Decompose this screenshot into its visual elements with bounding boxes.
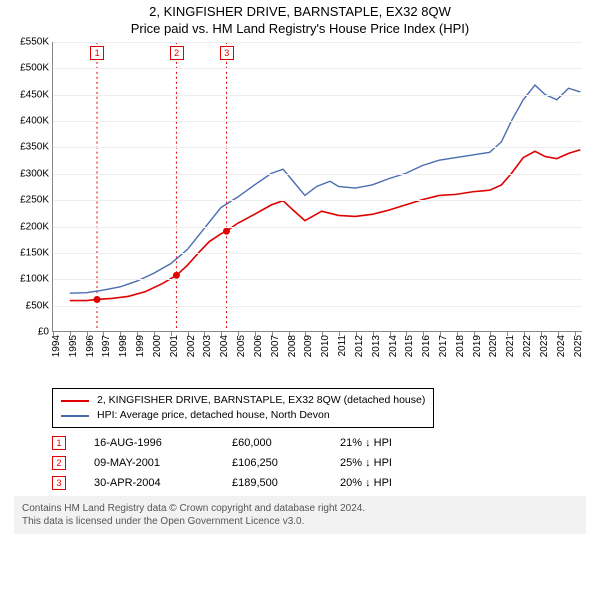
x-axis-label: 2001 (169, 335, 180, 357)
y-axis-label: £300K (20, 168, 53, 179)
x-axis-label: 2000 (152, 335, 163, 357)
footer-line: Contains HM Land Registry data © Crown c… (22, 502, 578, 515)
x-axis-label: 2016 (421, 335, 432, 357)
y-axis-label: £200K (20, 221, 53, 232)
x-axis-label: 2010 (320, 335, 331, 357)
sale-date: 30-APR-2004 (94, 477, 204, 489)
x-axis-label: 2003 (202, 335, 213, 357)
gridline (53, 200, 582, 201)
gridline (53, 306, 582, 307)
x-axis-label: 1995 (68, 335, 79, 357)
y-axis-label: £500K (20, 63, 53, 74)
legend-item-property: 2, KINGFISHER DRIVE, BARNSTAPLE, EX32 8Q… (61, 393, 425, 408)
sale-row: 2 09-MAY-2001 £106,250 25% ↓ HPI (52, 456, 590, 470)
x-axis-label: 2018 (455, 335, 466, 357)
sale-date: 16-AUG-1996 (94, 437, 204, 449)
y-axis-label: £50K (26, 300, 53, 311)
legend-swatch (61, 415, 89, 417)
x-axis-label: 2020 (488, 335, 499, 357)
legend: 2, KINGFISHER DRIVE, BARNSTAPLE, EX32 8Q… (52, 388, 434, 428)
gridline (53, 279, 582, 280)
x-axis-label: 2004 (219, 335, 230, 357)
sale-price: £60,000 (232, 437, 312, 449)
x-axis-label: 2012 (354, 335, 365, 357)
footer-line: This data is licensed under the Open Gov… (22, 515, 578, 528)
x-axis-label: 2002 (186, 335, 197, 357)
gridline (53, 253, 582, 254)
legend-item-hpi: HPI: Average price, detached house, Nort… (61, 408, 425, 423)
sale-marker-2: 2 (170, 46, 184, 60)
gridline (53, 121, 582, 122)
y-axis-label: £350K (20, 142, 53, 153)
gridline (53, 68, 582, 69)
x-axis-label: 2019 (472, 335, 483, 357)
legend-label: HPI: Average price, detached house, Nort… (97, 408, 330, 423)
x-axis-label: 2015 (404, 335, 415, 357)
x-axis-label: 2009 (303, 335, 314, 357)
legend-swatch (61, 400, 89, 402)
y-axis-label: £450K (20, 89, 53, 100)
y-axis-label: £400K (20, 116, 53, 127)
x-axis-label: 2011 (337, 335, 348, 357)
x-axis-label: 2014 (388, 335, 399, 357)
series-hpi (70, 85, 581, 293)
y-axis-label: £150K (20, 247, 53, 258)
sale-dot-2 (173, 272, 180, 279)
x-axis-label: 2021 (505, 335, 516, 357)
y-axis-label: £550K (20, 37, 53, 48)
sale-marker-1: 1 (90, 46, 104, 60)
sale-row: 1 16-AUG-1996 £60,000 21% ↓ HPI (52, 436, 590, 450)
sale-hpi-diff: 21% ↓ HPI (340, 437, 450, 449)
x-axis-label: 2023 (539, 335, 550, 357)
x-axis-label: 2007 (270, 335, 281, 357)
x-axis-label: 2013 (371, 335, 382, 357)
chart-subtitle: Price paid vs. HM Land Registry's House … (10, 21, 590, 36)
sale-price: £189,500 (232, 477, 312, 489)
chart-title-address: 2, KINGFISHER DRIVE, BARNSTAPLE, EX32 8Q… (10, 4, 590, 19)
series-property (70, 150, 581, 301)
x-axis-label: 2006 (253, 335, 264, 357)
legend-label: 2, KINGFISHER DRIVE, BARNSTAPLE, EX32 8Q… (97, 393, 425, 408)
chart-lines (53, 42, 582, 331)
sale-marker-icon: 2 (52, 456, 66, 470)
sale-hpi-diff: 20% ↓ HPI (340, 477, 450, 489)
x-axis-label: 1994 (51, 335, 62, 357)
footer-attribution: Contains HM Land Registry data © Crown c… (14, 496, 586, 534)
gridline (53, 147, 582, 148)
sales-list: 1 16-AUG-1996 £60,000 21% ↓ HPI 2 09-MAY-2001… (52, 436, 590, 490)
y-axis-label: £100K (20, 274, 53, 285)
x-axis-label: 2025 (573, 335, 584, 357)
x-axis-label: 1997 (101, 335, 112, 357)
sale-date: 09-MAY-2001 (94, 457, 204, 469)
x-axis-label: 1999 (135, 335, 146, 357)
gridline (53, 95, 582, 96)
plot-area: £0£50K£100K£150K£200K£250K£300K£350K£400… (52, 42, 582, 332)
sale-marker-3: 3 (220, 46, 234, 60)
gridline (53, 227, 582, 228)
x-axis-label: 2017 (438, 335, 449, 357)
x-axis-label: 2008 (287, 335, 298, 357)
sale-dot-1 (94, 296, 101, 303)
gridline (53, 174, 582, 175)
sale-dot-3 (223, 228, 230, 235)
sale-hpi-diff: 25% ↓ HPI (340, 457, 450, 469)
x-axis-label: 1998 (118, 335, 129, 357)
chart: £0£50K£100K£150K£200K£250K£300K£350K£400… (10, 42, 590, 382)
x-axis-label: 2005 (236, 335, 247, 357)
x-axis-label: 2024 (556, 335, 567, 357)
sale-row: 3 30-APR-2004 £189,500 20% ↓ HPI (52, 476, 590, 490)
gridline (53, 42, 582, 43)
x-axis-label: 2022 (522, 335, 533, 357)
sale-price: £106,250 (232, 457, 312, 469)
sale-marker-icon: 1 (52, 436, 66, 450)
y-axis-label: £250K (20, 195, 53, 206)
sale-marker-icon: 3 (52, 476, 66, 490)
x-axis-label: 1996 (85, 335, 96, 357)
